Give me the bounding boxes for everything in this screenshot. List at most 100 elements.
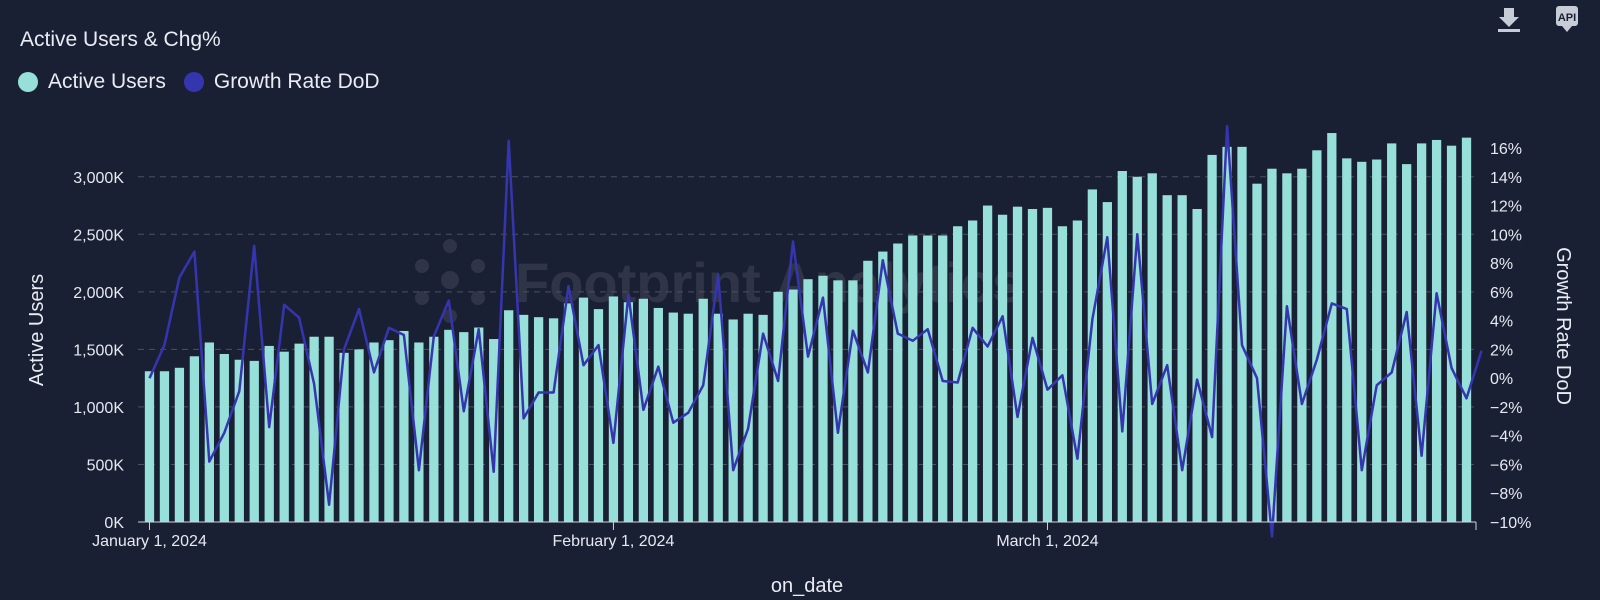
bar <box>788 289 798 522</box>
chart-toolbar: API <box>1494 4 1582 34</box>
bar <box>294 343 304 522</box>
y2-tick-label: −4% <box>1490 429 1522 446</box>
bar <box>1132 176 1142 522</box>
bar <box>668 312 678 522</box>
chart-title: Active Users & Chg% <box>20 28 221 51</box>
bar <box>743 313 753 522</box>
bar <box>908 235 918 522</box>
bar <box>1072 220 1083 522</box>
bar <box>1222 146 1232 522</box>
y-tick-label: 500K <box>87 457 125 474</box>
bar <box>1252 183 1262 523</box>
bar <box>1117 171 1127 522</box>
y2-tick-label: 16% <box>1490 141 1522 158</box>
bar <box>159 371 170 522</box>
bar <box>997 214 1008 522</box>
bar <box>309 336 319 522</box>
bar <box>728 319 738 522</box>
bar <box>878 251 888 523</box>
y-tick-label: 1,500K <box>73 342 124 359</box>
bar <box>414 342 424 522</box>
y-tick-label: 0K <box>104 515 124 532</box>
bar <box>863 260 873 522</box>
bar <box>249 360 259 522</box>
y2-tick-label: 2% <box>1490 342 1513 359</box>
y-axis-title-left: Active Users <box>26 274 48 386</box>
y-tick-label: 2,000K <box>73 285 124 302</box>
bar <box>758 314 768 522</box>
bar <box>653 307 663 522</box>
bar <box>1192 208 1202 522</box>
bar <box>1297 168 1307 522</box>
y2-tick-label: 10% <box>1490 227 1522 244</box>
bar <box>593 309 604 522</box>
bar <box>369 342 379 522</box>
y2-tick-label: 12% <box>1490 199 1522 216</box>
download-icon[interactable] <box>1494 4 1524 34</box>
api-icon-label: API <box>1558 12 1576 24</box>
bar <box>1357 161 1367 522</box>
bar <box>279 351 289 522</box>
bar <box>803 279 813 522</box>
bar <box>474 327 484 522</box>
bar <box>1027 208 1038 522</box>
bar <box>1312 150 1322 522</box>
y-tick-label: 1,000K <box>73 400 124 417</box>
bar <box>923 235 933 522</box>
bar <box>504 310 514 522</box>
y2-tick-label: −8% <box>1490 486 1522 503</box>
legend-item-active-users[interactable]: Active Users <box>18 70 166 94</box>
y2-tick-label: 6% <box>1490 285 1513 302</box>
bar <box>1416 143 1427 523</box>
bar <box>713 313 723 522</box>
bar <box>1162 195 1172 523</box>
line-series-growth-rate <box>148 125 1483 538</box>
growth-rate-line <box>148 125 1483 538</box>
bar <box>264 345 274 522</box>
y-tick-label: 3,000K <box>73 170 124 187</box>
bar <box>623 302 634 522</box>
api-icon[interactable]: API <box>1552 4 1582 34</box>
bar <box>833 280 843 522</box>
bar <box>339 352 349 522</box>
x-tick-label: March 1, 2024 <box>996 533 1098 550</box>
bar <box>384 340 394 522</box>
bar <box>219 353 229 522</box>
y2-tick-label: 14% <box>1490 170 1522 187</box>
bar-series-active-users <box>144 133 1472 523</box>
bar <box>204 342 214 522</box>
y2-tick-label: −2% <box>1490 400 1522 417</box>
bar <box>773 291 783 522</box>
bar <box>1431 139 1442 522</box>
y2-tick-label: 4% <box>1490 314 1513 331</box>
y2-tick-label: 0% <box>1490 371 1513 388</box>
bar <box>967 220 978 522</box>
y2-tick-label: −10% <box>1490 515 1531 532</box>
bar <box>489 339 499 522</box>
y2-tick-label: 8% <box>1490 256 1513 273</box>
bar <box>1461 137 1472 523</box>
bar <box>608 296 619 522</box>
legend-dot-growth-rate <box>183 72 204 92</box>
bar <box>563 303 574 522</box>
y-axis-title-right: Growth Rate DoD <box>1552 247 1574 405</box>
legend-item-growth-rate[interactable]: Growth Rate DoD <box>183 70 380 94</box>
bar <box>1102 202 1112 522</box>
y2-tick-label: −6% <box>1490 457 1522 474</box>
bar <box>683 313 693 522</box>
bar <box>324 336 334 522</box>
bar <box>1042 207 1053 522</box>
bar <box>1207 154 1217 523</box>
bar <box>1446 145 1457 522</box>
bar <box>698 298 708 522</box>
bar <box>1372 159 1382 522</box>
y-tick-label: 2,500K <box>73 227 124 244</box>
bar <box>429 336 439 522</box>
bar <box>848 280 858 522</box>
x-tick-label: January 1, 2024 <box>92 533 207 550</box>
legend-dot-active-users <box>18 72 38 92</box>
bar <box>1402 164 1412 522</box>
bar <box>399 330 409 522</box>
bar <box>982 205 993 523</box>
